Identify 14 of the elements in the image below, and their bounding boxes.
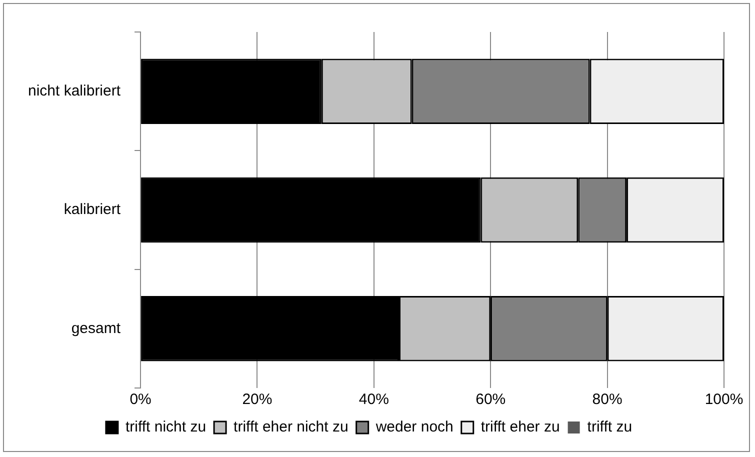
legend-label: trifft zu [587,418,632,436]
legend-label: trifft nicht zu [125,418,206,436]
y-tick-label: gesamt [71,320,122,337]
y-tick-label: kalibriert [64,201,122,218]
legend-label: trifft eher zu [480,418,560,436]
x-tick-label: 60% [476,391,506,408]
y-tick-label: nicht kalibriert [28,82,122,100]
x-tick-label: 80% [592,391,622,408]
legend-label: trifft eher nicht zu [234,418,348,436]
x-tick-label: 20% [242,391,272,408]
x-tick-label: 100% [704,391,744,408]
x-tick-label: 0% [130,391,152,408]
legend-label: weder noch [374,418,454,436]
x-tick-label: 40% [358,391,389,408]
